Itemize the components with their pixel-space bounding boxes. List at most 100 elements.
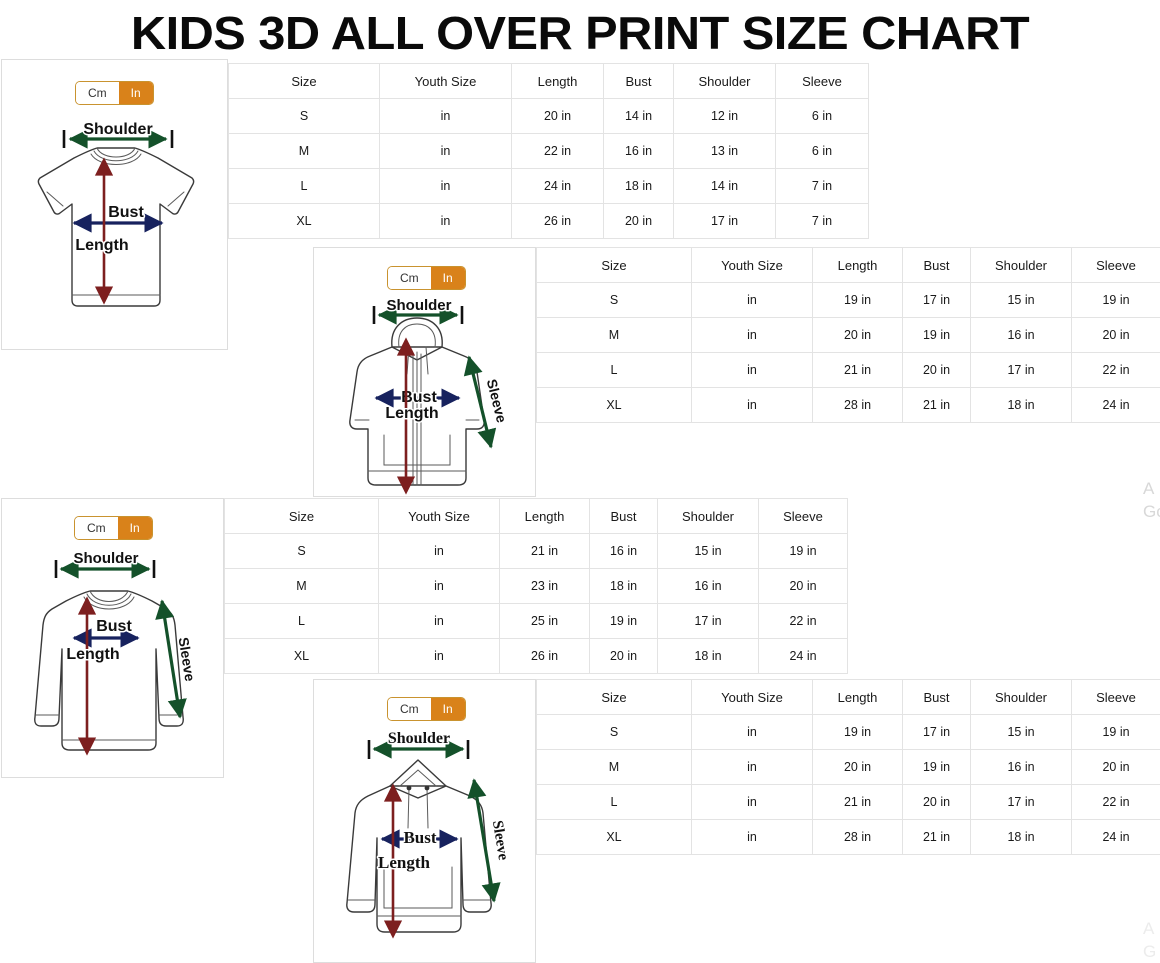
cell-size: XL [536, 387, 692, 423]
diagram-panel-long-sleeve-shirt: Cm In Shoulder [1, 498, 224, 778]
cell-sleeve: 19 in [1071, 714, 1160, 750]
cell-shoulder: 16 in [970, 317, 1072, 353]
col-header-youth-size: Youth Size [378, 498, 500, 534]
col-header-shoulder: Shoulder [970, 247, 1072, 283]
cell-length: 21 in [812, 352, 903, 388]
cell-length: 24 in [511, 168, 604, 204]
cell-bust: 20 in [589, 638, 658, 674]
col-header-shoulder: Shoulder [970, 679, 1072, 715]
svg-text:Sleeve: Sleeve [489, 819, 511, 861]
cell-length: 21 in [812, 784, 903, 820]
col-header-length: Length [499, 498, 590, 534]
col-header-bust: Bust [902, 679, 971, 715]
svg-text:Length: Length [385, 405, 438, 422]
cell-sleeve: 20 in [1071, 749, 1160, 785]
cell-length: 28 in [812, 819, 903, 855]
unit-toggle-long-sleeve-shirt[interactable]: Cm In [74, 516, 153, 540]
cell-bust: 16 in [603, 133, 674, 169]
cell-length: 20 in [812, 749, 903, 785]
cell-size: M [536, 749, 692, 785]
cell-bust: 17 in [902, 714, 971, 750]
cell-youth: in [379, 168, 512, 204]
cell-shoulder: 17 in [673, 203, 776, 239]
table-row: XL in 26 in 20 in 18 in 24 in [224, 638, 848, 674]
col-header-shoulder: Shoulder [657, 498, 759, 534]
watermark-bottom: A G [1143, 918, 1156, 963]
size-table-t-shirt: Size Youth Size Length Bust Shoulder Sle… [228, 63, 869, 239]
watermark-line-2: G [1143, 941, 1157, 961]
table-row: L in 25 in 19 in 17 in 22 in [224, 603, 848, 639]
cell-size: S [536, 714, 692, 750]
watermark-line-1: A [1143, 479, 1155, 498]
cell-bust: 18 in [589, 568, 658, 604]
col-header-bust: Bust [603, 63, 674, 99]
cell-bust: 19 in [589, 603, 658, 639]
diagram-panel-t-shirt: Cm In Shoulder [1, 59, 228, 350]
cell-size: S [224, 533, 379, 569]
cell-bust: 21 in [902, 819, 971, 855]
unit-toggle-in[interactable]: In [430, 267, 465, 289]
unit-toggle-in[interactable]: In [117, 517, 152, 539]
unit-toggle-cm[interactable]: Cm [388, 698, 431, 720]
cell-size: S [228, 98, 380, 134]
cell-youth: in [379, 98, 512, 134]
cell-youth: in [691, 819, 813, 855]
cell-length: 25 in [499, 603, 590, 639]
cell-shoulder: 15 in [970, 714, 1072, 750]
table-header-row: Size Youth Size Length Bust Shoulder Sle… [536, 679, 1160, 715]
unit-toggle-t-shirt[interactable]: Cm In [75, 81, 154, 105]
unit-toggle-cm[interactable]: Cm [76, 82, 119, 104]
unit-toggle-pullover-hoodie[interactable]: Cm In [387, 697, 466, 721]
unit-toggle-zip-hoodie[interactable]: Cm In [387, 266, 466, 290]
cell-length: 28 in [812, 387, 903, 423]
cell-length: 19 in [812, 714, 903, 750]
table-row: S in 20 in 14 in 12 in 6 in [228, 98, 869, 134]
table-row: L in 24 in 18 in 14 in 7 in [228, 168, 869, 204]
cell-bust: 20 in [902, 352, 971, 388]
cell-youth: in [378, 568, 500, 604]
zip-hoodie-diagram: Shoulder Bust Length Sleeve [314, 296, 535, 496]
cell-shoulder: 18 in [657, 638, 759, 674]
svg-text:Shoulder: Shoulder [386, 297, 451, 314]
cell-size: L [536, 352, 692, 388]
cell-youth: in [379, 133, 512, 169]
cell-size: L [224, 603, 379, 639]
col-header-sleeve: Sleeve [1071, 247, 1160, 283]
diagram-panel-pullover-hoodie: Cm In [313, 679, 536, 963]
unit-toggle-in[interactable]: In [118, 82, 153, 104]
cell-youth: in [691, 317, 813, 353]
cell-size: M [536, 317, 692, 353]
col-header-length: Length [511, 63, 604, 99]
table-row: XL in 28 in 21 in 18 in 24 in [536, 819, 1160, 855]
unit-toggle-cm[interactable]: Cm [388, 267, 431, 289]
cell-shoulder: 17 in [970, 784, 1072, 820]
svg-text:Length: Length [75, 237, 128, 254]
cell-bust: 21 in [902, 387, 971, 423]
watermark-top: A Go [1143, 478, 1160, 524]
col-header-sleeve: Sleeve [758, 498, 848, 534]
unit-toggle-in[interactable]: In [430, 698, 465, 720]
col-header-shoulder: Shoulder [673, 63, 776, 99]
cell-length: 22 in [511, 133, 604, 169]
cell-shoulder: 17 in [970, 352, 1072, 388]
unit-toggle-cm[interactable]: Cm [75, 517, 118, 539]
cell-sleeve: 20 in [758, 568, 848, 604]
svg-text:Bust: Bust [96, 618, 132, 635]
table-row: S in 19 in 17 in 15 in 19 in [536, 714, 1160, 750]
table-row: XL in 28 in 21 in 18 in 24 in [536, 387, 1160, 423]
col-header-sleeve: Sleeve [1071, 679, 1160, 715]
col-header-length: Length [812, 679, 903, 715]
cell-size: L [536, 784, 692, 820]
cell-shoulder: 15 in [970, 282, 1072, 318]
table-row: M in 20 in 19 in 16 in 20 in [536, 749, 1160, 785]
cell-length: 23 in [499, 568, 590, 604]
col-header-size: Size [536, 679, 692, 715]
cell-sleeve: 22 in [758, 603, 848, 639]
cell-bust: 17 in [902, 282, 971, 318]
cell-shoulder: 13 in [673, 133, 776, 169]
cell-bust: 19 in [902, 317, 971, 353]
cell-shoulder: 16 in [657, 568, 759, 604]
cell-size: M [224, 568, 379, 604]
table-row: L in 21 in 20 in 17 in 22 in [536, 784, 1160, 820]
col-header-sleeve: Sleeve [775, 63, 869, 99]
